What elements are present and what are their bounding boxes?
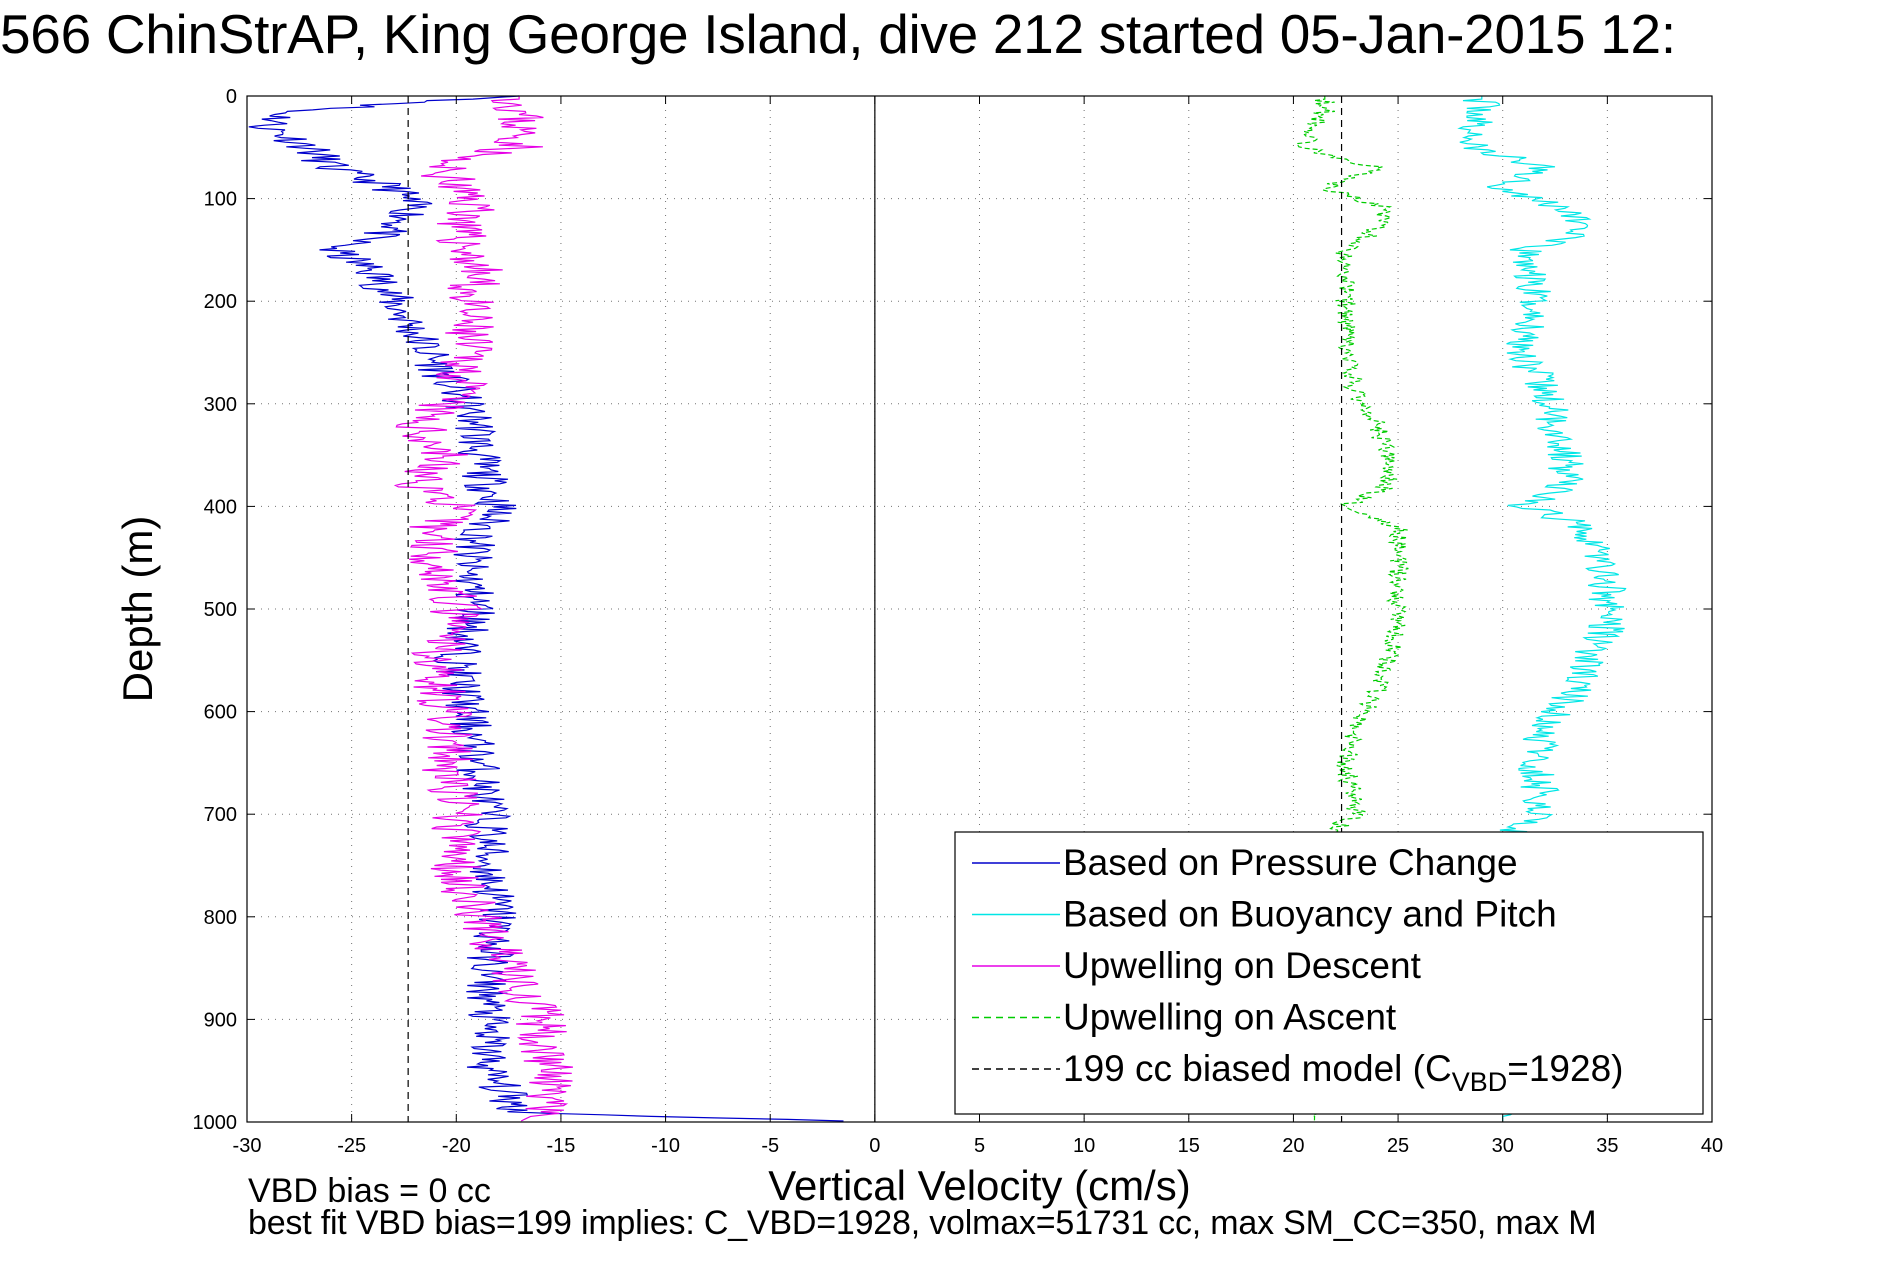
y-tick-label: 300 [204, 394, 237, 416]
x-tick-label: -20 [442, 1135, 471, 1157]
best-fit-note: best fit VBD bias=199 implies: C_VBD=192… [248, 1204, 1597, 1242]
x-tick-label: 15 [1178, 1135, 1200, 1157]
y-tick-label: 700 [204, 804, 237, 826]
legend-box [954, 831, 1704, 1115]
axes [246, 95, 1713, 1123]
x-tick-label: 25 [1387, 1135, 1409, 1157]
x-tick-label: -5 [761, 1135, 779, 1157]
x-tick-label: 40 [1701, 1135, 1723, 1157]
x-tick-label: -30 [233, 1135, 262, 1157]
y-tick-label: 500 [204, 599, 237, 621]
descent-legend-label: Upwelling on Descent [1063, 945, 1422, 986]
y-axis-label: Depth (m) [114, 516, 161, 703]
x-tick-label: 30 [1492, 1135, 1514, 1157]
pressure-series-line [248, 95, 844, 1122]
x-tick-label: -25 [337, 1135, 366, 1157]
model-legend-label: 199 cc biased model (CVBD=1928) [1063, 1048, 1623, 1097]
ascent-legend-label: Upwelling on Ascent [1063, 997, 1397, 1038]
x-tick-label: -15 [546, 1135, 575, 1157]
x-tick-label: 0 [869, 1135, 880, 1157]
y-tick-label: 400 [204, 496, 237, 518]
y-tick-label: 200 [204, 291, 237, 313]
buoyancy-legend-label: Based on Buoyancy and Pitch [1063, 894, 1557, 935]
x-tick-label: 20 [1282, 1135, 1304, 1157]
y-tick-label: 100 [204, 189, 237, 211]
tick-labels: -30 -25 -20 -15 -10 -5 0 5 10 15 20 25 30 35 400100200… [193, 86, 1724, 1157]
vbd-bias-note: VBD bias = 0 cc [248, 1172, 491, 1210]
y-tick-label: 0 [226, 86, 237, 108]
x-tick-label: 35 [1596, 1135, 1618, 1157]
chart-title: 566 ChinStrAP, King George Island, dive … [0, 3, 1676, 65]
ascent-series-line [1294, 96, 1409, 1122]
legend: Based on Pressure Change Based on Buoyanc… [954, 831, 1704, 1115]
y-tick-label: 1000 [193, 1112, 238, 1134]
y-tick-label: 800 [204, 907, 237, 929]
x-tick-label: 5 [974, 1135, 985, 1157]
x-tick-label: 10 [1073, 1135, 1095, 1157]
x-tick-label: -10 [651, 1135, 680, 1157]
descent-series-line [393, 96, 573, 1122]
x-axis-label: Vertical Velocity (cm/s) [768, 1162, 1190, 1209]
y-tick-label: 600 [204, 702, 237, 724]
pressure-legend-label: Based on Pressure Change [1063, 842, 1518, 883]
y-tick-label: 900 [204, 1009, 237, 1031]
